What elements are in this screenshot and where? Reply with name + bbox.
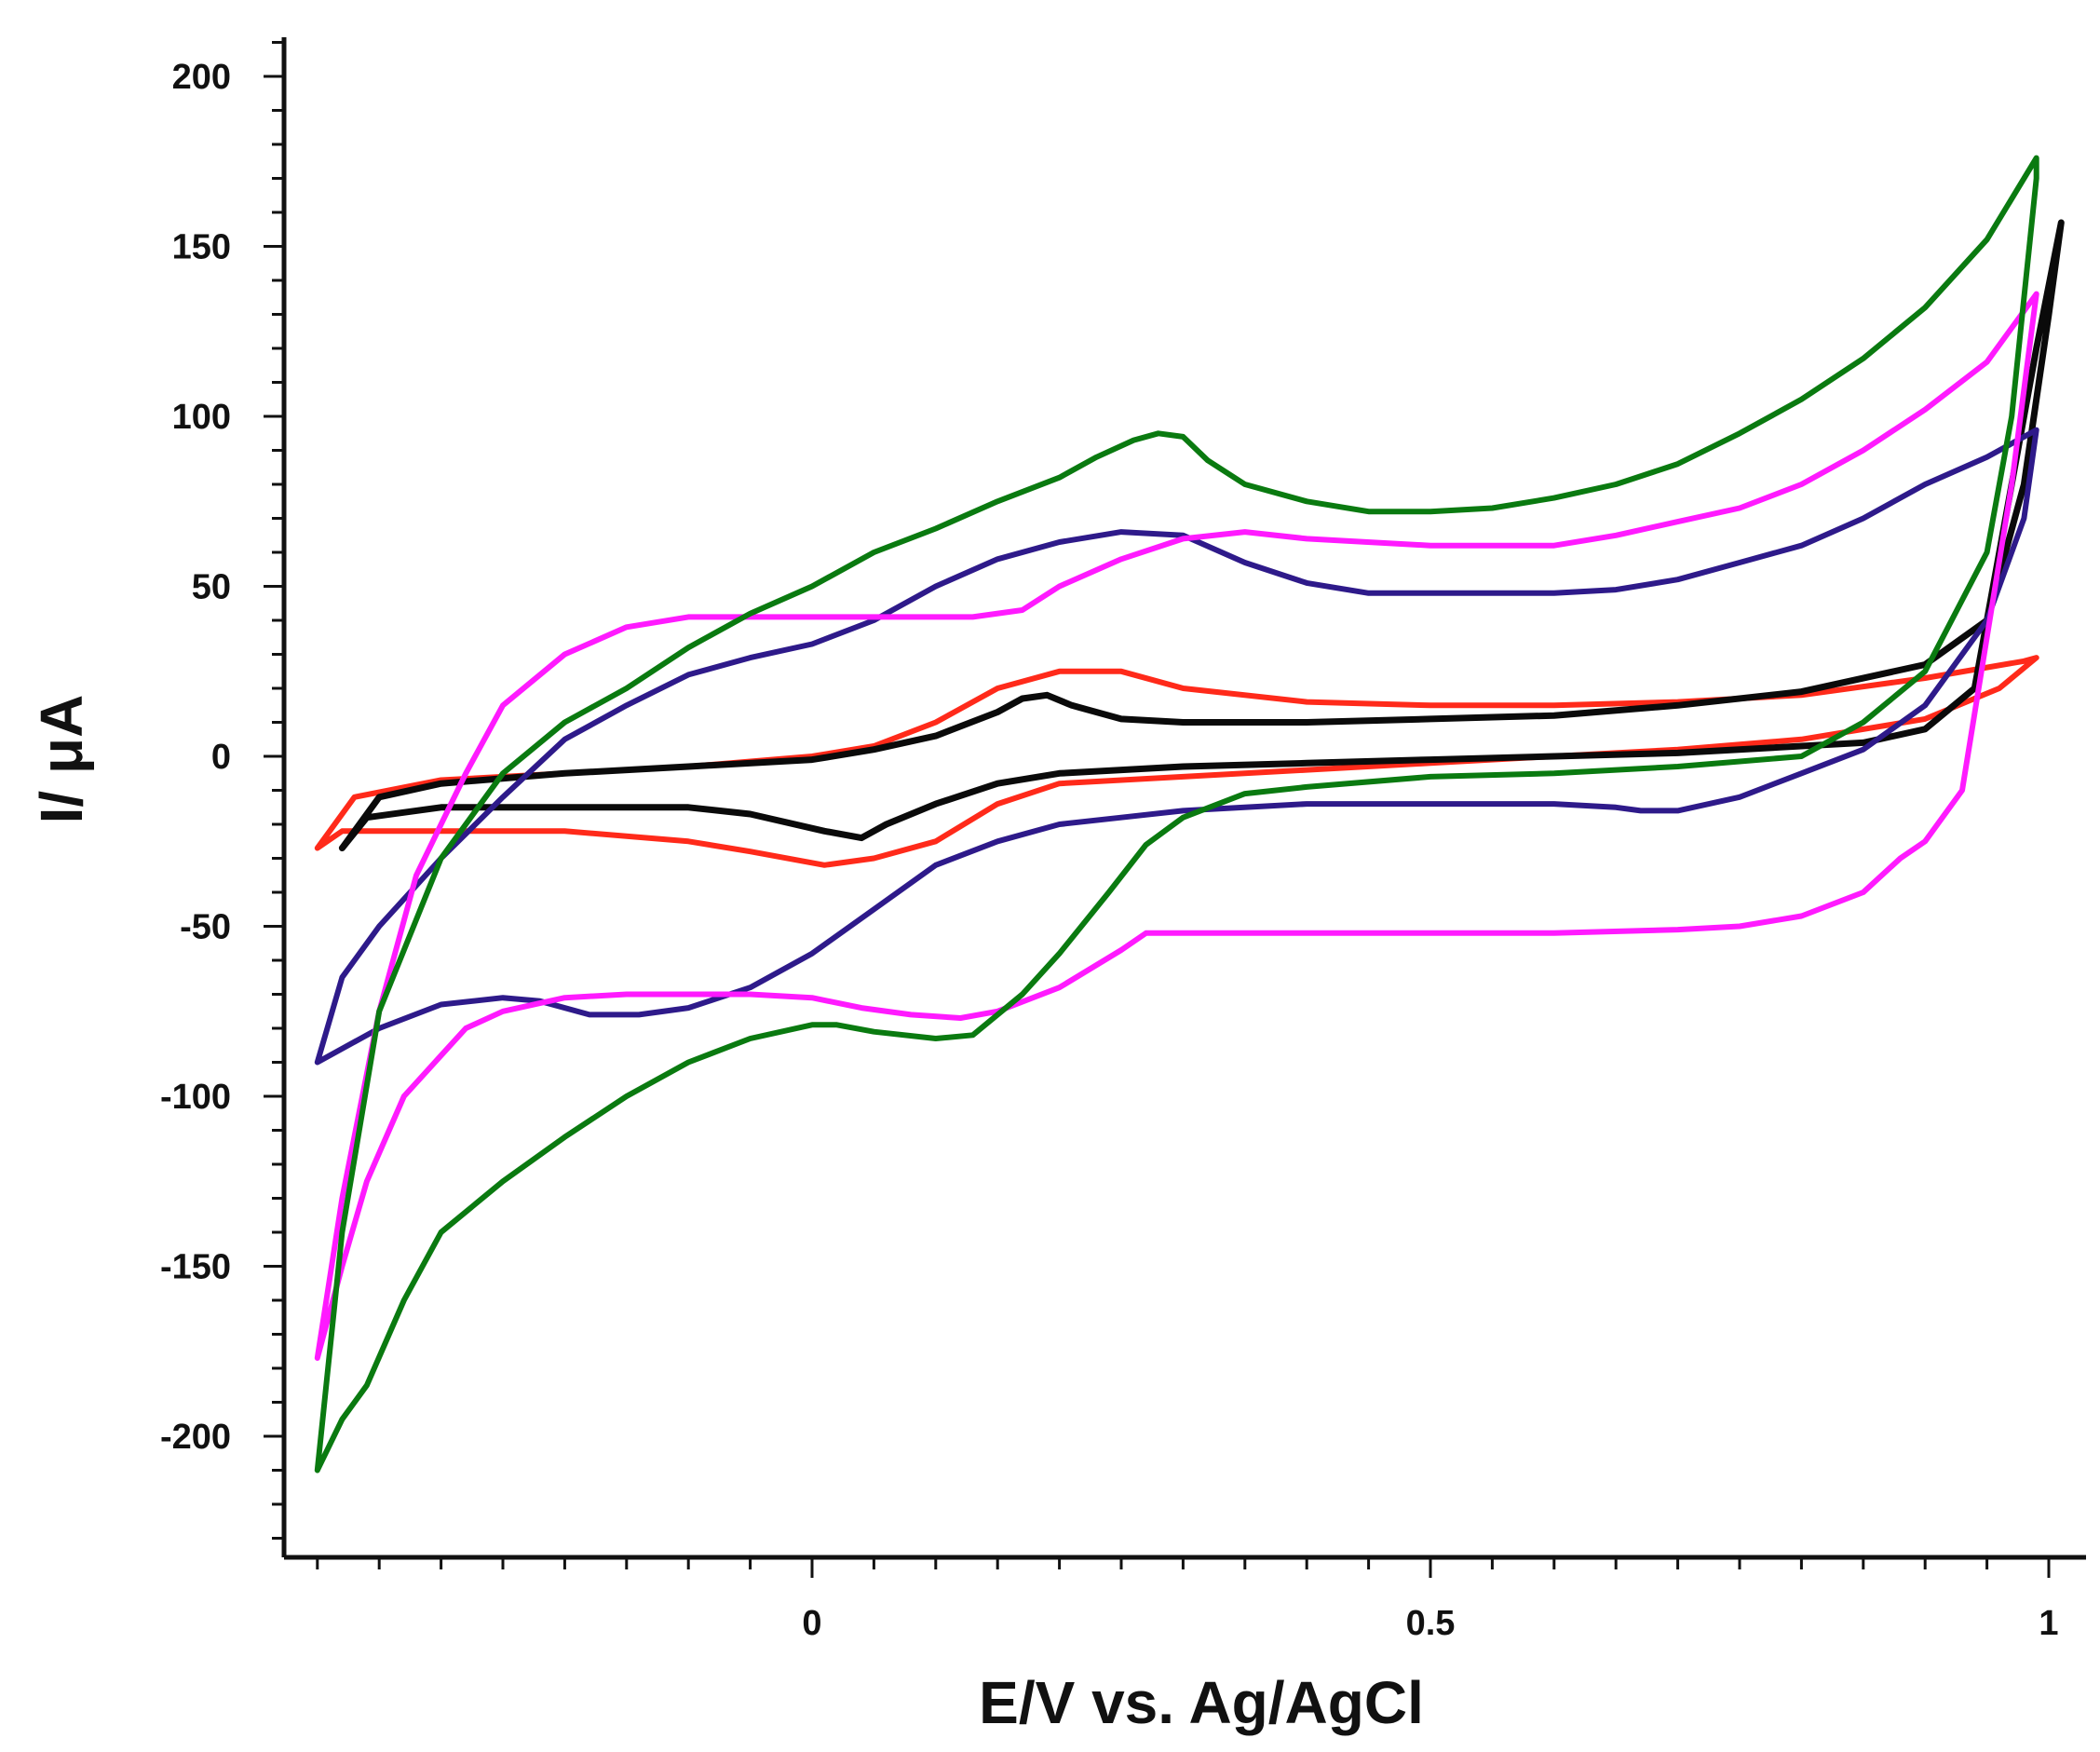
series-line-navy — [314, 427, 2039, 1066]
y-tick-label: -100 — [160, 1078, 231, 1117]
x-axis-title: E/V vs. Ag/AgCl — [979, 1669, 1424, 1736]
series-line-black — [338, 219, 2065, 851]
y-axis-title: I/ μA — [28, 695, 95, 824]
y-tick-label: -50 — [180, 908, 231, 947]
series-line-magenta — [314, 291, 2039, 1361]
y-tick-label: -150 — [160, 1248, 231, 1287]
y-tick-label: 50 — [192, 568, 231, 607]
y-tick-label: 150 — [172, 228, 231, 267]
y-tick-label: 200 — [172, 58, 231, 97]
y-tick-label: 100 — [172, 398, 231, 437]
x-tick-label: 1 — [2039, 1604, 2058, 1643]
series-group — [314, 155, 2065, 1474]
tick-labels: 200 150 100 50 0 -50 -100 -150 -200 0 0.5 1 — [160, 58, 2059, 1643]
series-line-green — [314, 155, 2039, 1474]
x-tick-label: 0.5 — [1406, 1604, 1456, 1643]
ticks — [264, 41, 2051, 1578]
axes — [281, 37, 2086, 1560]
series-line-red — [314, 655, 2039, 868]
y-tick-label: 0 — [211, 738, 231, 777]
x-tick-label: 0 — [802, 1604, 821, 1643]
y-tick-label: -200 — [160, 1418, 231, 1457]
